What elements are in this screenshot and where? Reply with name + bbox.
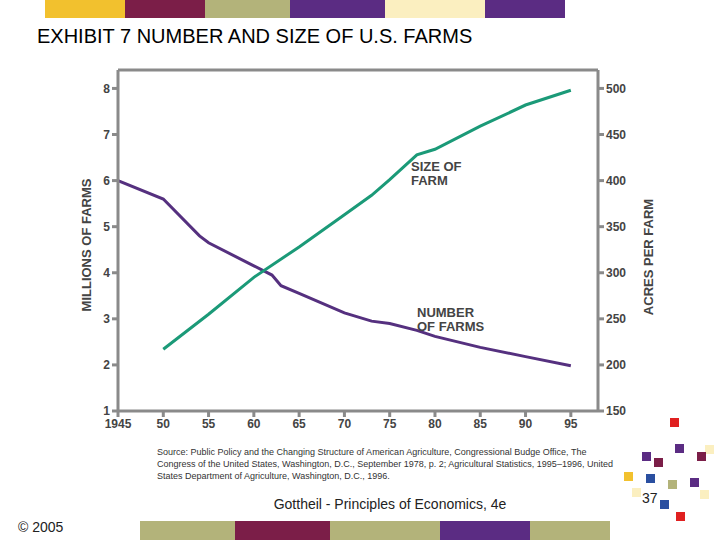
svg-text:95: 95 xyxy=(564,417,578,431)
svg-text:1945: 1945 xyxy=(105,417,132,431)
svg-text:4: 4 xyxy=(103,266,110,280)
svg-text:90: 90 xyxy=(519,417,533,431)
html-text:ACRES PER FARM: ACRES PER FARM xyxy=(640,198,656,316)
svg-text:80: 80 xyxy=(428,417,442,431)
svg-text:60: 60 xyxy=(247,417,261,431)
svg-text:500: 500 xyxy=(606,82,626,96)
svg-text:7: 7 xyxy=(103,128,110,142)
svg-text:50: 50 xyxy=(157,417,171,431)
svg-text:150: 150 xyxy=(606,404,626,418)
svg-text:70: 70 xyxy=(338,417,352,431)
svg-text:85: 85 xyxy=(474,417,488,431)
html-text:SIZE OF FARM: SIZE OF FARM xyxy=(411,159,462,188)
html-text:Gottheil - Principles of Econo: Gottheil - Principles of Economics, 4e xyxy=(273,496,507,512)
svg-text:55: 55 xyxy=(202,417,216,431)
svg-text:200: 200 xyxy=(606,358,626,372)
html-text:EXHIBIT 7 NUMBER AND SIZE OF U: EXHIBIT 7 NUMBER AND SIZE OF U.S. FARMS xyxy=(37,25,473,47)
html-text:NUMBER OF FARMS: NUMBER OF FARMS xyxy=(417,305,485,334)
svg-text:3: 3 xyxy=(103,312,110,326)
html-text:Source: Public Policy and the: Source: Public Policy and the Changing S… xyxy=(157,447,613,481)
svg-text:8: 8 xyxy=(103,82,110,96)
svg-text:250: 250 xyxy=(606,312,626,326)
html-text:© 2005: © 2005 xyxy=(18,519,64,535)
svg-text:6: 6 xyxy=(103,174,110,188)
svg-text:2: 2 xyxy=(103,358,110,372)
html-text:MILLIONS OF FARMS: MILLIONS OF FARMS xyxy=(78,178,94,312)
svg-text:450: 450 xyxy=(606,128,626,142)
svg-text:400: 400 xyxy=(606,174,626,188)
svg-text:5: 5 xyxy=(103,220,110,234)
svg-text:350: 350 xyxy=(606,220,626,234)
html-text:37: 37 xyxy=(642,490,658,506)
svg-text:300: 300 xyxy=(606,266,626,280)
svg-text:65: 65 xyxy=(292,417,306,431)
svg-text:75: 75 xyxy=(383,417,397,431)
svg-text:1: 1 xyxy=(103,404,110,418)
